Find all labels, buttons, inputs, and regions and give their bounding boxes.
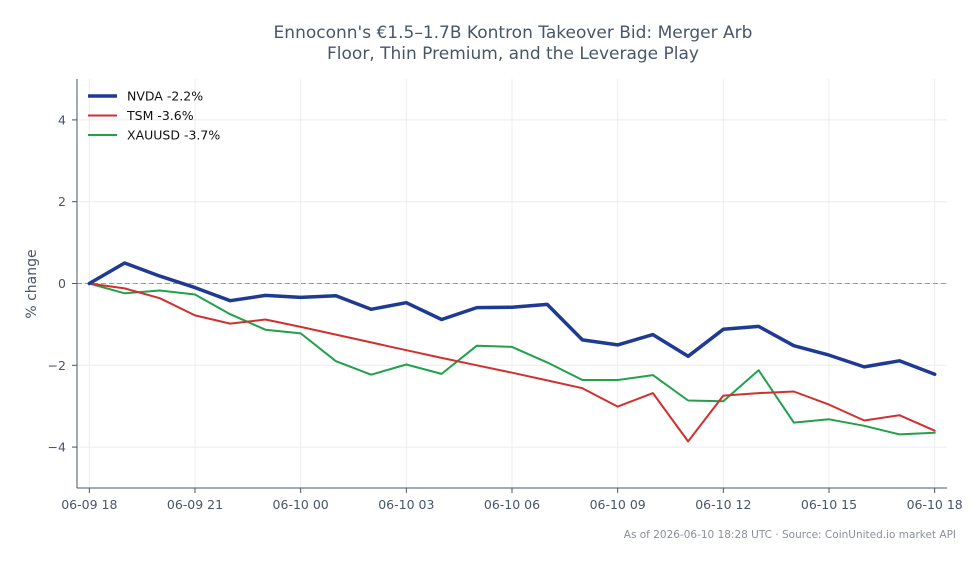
chart-title-line-1: Ennoconn's €1.5–1.7B Kontron Takeover Bi… (274, 23, 753, 43)
legend-label: NVDA -2.2% (127, 89, 203, 104)
x-tick-label: 06-10 03 (378, 497, 434, 512)
chart-title-line-2: Floor, Thin Premium, and the Leverage Pl… (327, 44, 699, 64)
y-tick-label: 4 (58, 112, 66, 127)
y-ticks: −4 −2 0 2 4 (48, 112, 77, 455)
x-tick-label: 06-09 21 (167, 497, 223, 512)
series-line-nvda (87, 261, 937, 377)
legend-label: XAUUSD -3.7% (127, 128, 220, 143)
series-group (87, 261, 937, 443)
x-tick-label: 06-10 12 (695, 497, 751, 512)
y-tick-label: 0 (58, 276, 66, 291)
y-tick-label: −2 (48, 358, 66, 373)
y-tick-label: −4 (48, 440, 66, 455)
legend: NVDA -2.2% TSM -3.6% XAUUSD -3.7% (88, 89, 220, 143)
x-tick-label: 06-10 18 (907, 497, 963, 512)
series-line-tsm (88, 282, 936, 443)
legend-label: TSM -3.6% (126, 108, 194, 123)
x-tick-label: 06-10 00 (273, 497, 329, 512)
x-tick-label: 06-09 18 (61, 497, 117, 512)
y-tick-label: 2 (58, 194, 66, 209)
y-axis-label: % change (24, 249, 40, 318)
x-ticks: 06-09 18 06-09 21 06-10 00 06-10 03 06-10 06… (61, 488, 963, 512)
x-tick-label: 06-10 09 (590, 497, 646, 512)
x-tick-label: 06-10 15 (801, 497, 857, 512)
series-line-xauusd (88, 282, 936, 436)
x-tick-label: 06-10 06 (484, 497, 540, 512)
source-footer: As of 2026-06-10 18:28 UTC · Source: Coi… (624, 529, 956, 541)
